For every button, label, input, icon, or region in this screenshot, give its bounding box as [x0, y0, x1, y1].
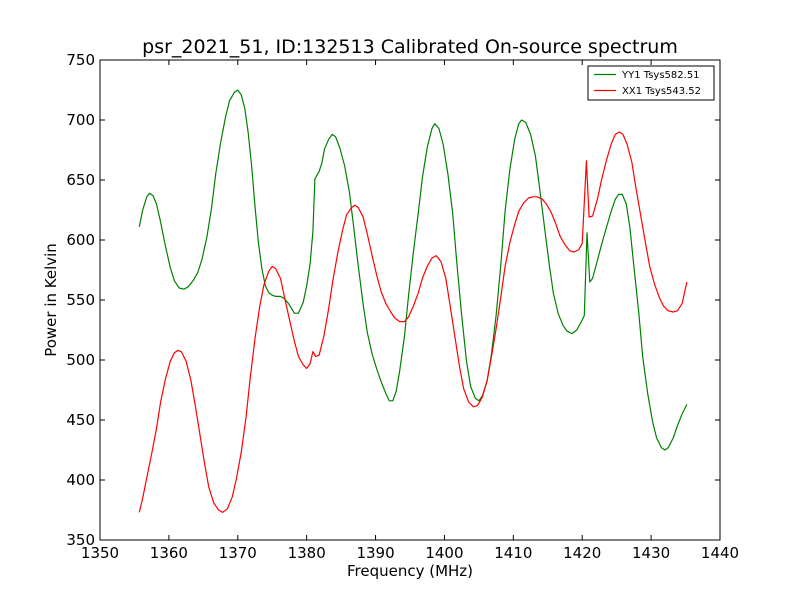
- series-line-yy1: [138, 89, 688, 451]
- y-axis-label: Power in Kelvin: [42, 243, 60, 357]
- y-tick-label: 500: [66, 351, 95, 369]
- y-tick-label: 750: [66, 51, 95, 69]
- legend-label-yy1: YY1 Tsys582.51: [621, 70, 700, 81]
- x-tick-label: 1430: [632, 544, 670, 562]
- y-tick-label: 650: [66, 171, 95, 189]
- legend-box: [587, 65, 715, 101]
- axis-ticks: 1350 1360 1370 1380 1390 1400 1410 1420 1430 1440…: [66, 51, 739, 562]
- legend-label-xx1: XX1 Tsys543.52: [622, 86, 701, 97]
- legend: YY1 Tsys582.51 XX1 Tsys543.52: [587, 65, 715, 101]
- y-tick-label: 550: [66, 291, 95, 309]
- y-tick-label: 400: [66, 471, 95, 489]
- x-tick-label: 1420: [563, 544, 601, 562]
- x-tick-label: 1360: [150, 544, 188, 562]
- y-tick-label: 600: [66, 231, 95, 249]
- series-layer: [138, 89, 688, 513]
- y-tick-label: 450: [66, 411, 95, 429]
- plot-frame: [99, 59, 721, 541]
- chart-title: psr_2021_51, ID:132513 Calibrated On-sou…: [142, 36, 678, 58]
- x-tick-label: 1410: [494, 544, 532, 562]
- x-tick-label: 1370: [219, 544, 257, 562]
- series-line-xx1: [138, 131, 688, 513]
- x-axis-label: Frequency (MHz): [347, 562, 473, 580]
- x-tick-label: 1390: [356, 544, 394, 562]
- x-tick-label: 1380: [288, 544, 326, 562]
- y-tick-label: 700: [66, 111, 95, 129]
- x-tick-label: 1350: [81, 544, 119, 562]
- x-tick-label: 1440: [701, 544, 739, 562]
- y-tick-label: 350: [66, 531, 95, 549]
- x-tick-label: 1400: [425, 544, 463, 562]
